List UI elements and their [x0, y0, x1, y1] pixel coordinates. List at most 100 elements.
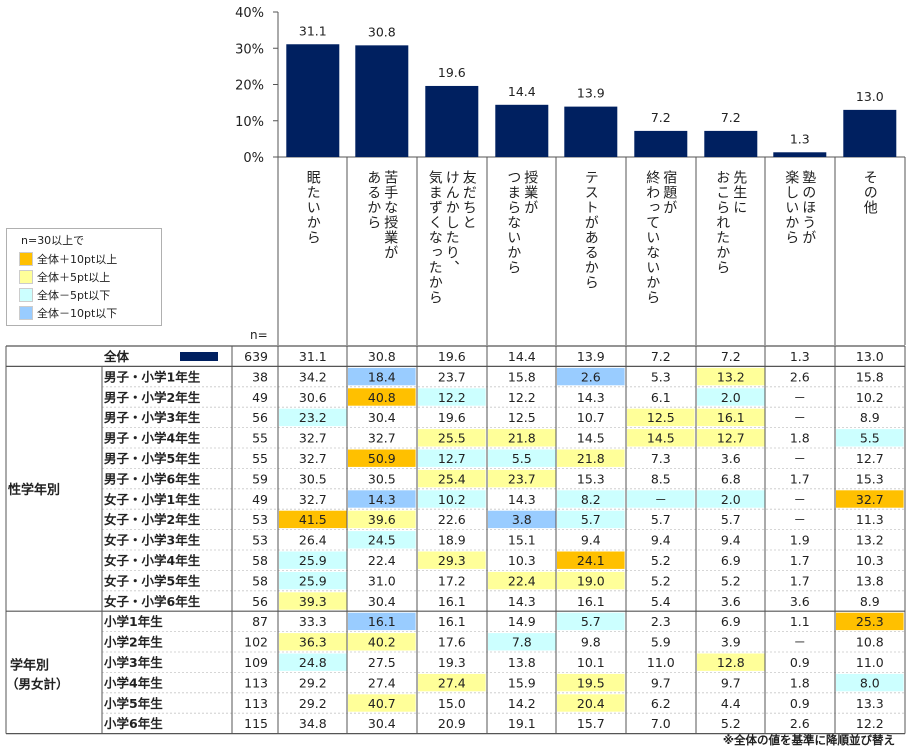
category-label: 終わっていないから	[644, 170, 660, 305]
cell-value: 5.7	[721, 512, 741, 527]
cell-value: 32.7	[299, 451, 327, 466]
cell-highlight	[836, 429, 904, 447]
bar-value-label: 14.4	[508, 84, 536, 99]
cell-highlight	[627, 408, 695, 427]
cell-value: 13.8	[856, 573, 884, 588]
cell-highlight	[627, 429, 695, 447]
cell-value: 16.1	[438, 614, 466, 629]
cell-highlight	[279, 633, 347, 651]
cell-value: 30.4	[368, 716, 396, 731]
cell-highlight	[488, 510, 556, 529]
n-header: n=	[250, 328, 268, 342]
cell-value: 2.0	[721, 390, 741, 405]
row-label: 小学1年生	[103, 614, 163, 629]
cell-value: 6.8	[721, 471, 741, 486]
cell-value: 3.6	[721, 451, 741, 466]
row-label: 女子・小学5年生	[104, 573, 201, 588]
cell-highlight	[697, 367, 765, 386]
cell-highlight	[627, 490, 695, 508]
category-label: テストがあるから	[583, 170, 599, 290]
bar	[495, 104, 549, 157]
cell-value: 7.0	[651, 716, 671, 731]
row-label: 男子・小学4年生	[104, 431, 201, 446]
row-label: 小学5年生	[103, 696, 163, 711]
cell-value: 11.3	[856, 512, 884, 527]
category-label: 気まずくなったから	[427, 170, 443, 305]
category-label: あるから	[365, 170, 381, 230]
legend-label-hi5: 全体＋5pt以上	[37, 271, 111, 284]
cell-value: 14.3	[368, 492, 396, 507]
cell-value: 14.3	[577, 390, 605, 405]
group-label: 学年別	[10, 657, 49, 673]
cell-value: －	[794, 390, 807, 405]
cell-value: 22.4	[508, 573, 536, 588]
footnote: ※全体の値を基準に降順並び替え	[722, 733, 895, 747]
cell-value: 36.3	[299, 635, 327, 650]
cell-value: 3.9	[721, 635, 741, 650]
cell-value: 12.7	[717, 431, 745, 446]
bar-value-label: 13.9	[577, 86, 605, 101]
cell-value: 16.1	[438, 594, 466, 609]
cell-value: 30.4	[368, 594, 396, 609]
cell-value: 5.9	[651, 635, 671, 650]
cell-highlight	[348, 694, 416, 712]
cell-value: 15.8	[508, 369, 536, 384]
n-value: 113	[244, 675, 268, 690]
cell-value: 10.8	[856, 635, 884, 650]
cell-highlight	[279, 653, 347, 671]
cell-value: 50.9	[368, 451, 396, 466]
cell-value: 29.2	[299, 696, 327, 711]
cell-value: 5.5	[512, 451, 532, 466]
cell-value: 12.7	[438, 451, 466, 466]
cell-highlight	[418, 449, 486, 467]
legend-title: n=30以上で	[21, 234, 85, 247]
cell-value: 19.0	[577, 573, 605, 588]
cell-value: 15.1	[508, 533, 536, 548]
cell-value: 10.2	[438, 492, 466, 507]
cell-value: 14.9	[508, 614, 536, 629]
n-value: 38	[252, 369, 268, 384]
cell-value: 30.5	[368, 471, 396, 486]
legend-item-hi5: 全体＋5pt以上	[19, 269, 110, 285]
bar	[634, 130, 688, 157]
cell-value: 34.8	[299, 716, 327, 731]
cell-value: 14.5	[577, 431, 605, 446]
cell-value: 4.4	[721, 696, 741, 711]
cell-value: 6.2	[651, 696, 671, 711]
cell-value: 19.1	[508, 716, 536, 731]
cell-value: 18.4	[368, 369, 396, 384]
cell-value: 17.2	[438, 573, 466, 588]
cell-highlight	[488, 571, 556, 590]
cell-value: 30.5	[299, 471, 327, 486]
n-value: 58	[252, 553, 268, 568]
cell-value: 5.4	[651, 594, 671, 609]
cell-value: 25.9	[299, 573, 327, 588]
cell-value: 3.6	[790, 594, 810, 609]
cell-value: 9.4	[651, 533, 671, 548]
bar-value-label: 30.8	[368, 24, 396, 39]
legend-label-lo10: 全体－10pt以下	[37, 307, 118, 320]
row-label: 全体	[103, 349, 130, 364]
cell-highlight	[418, 429, 486, 447]
category-label: 苦手な授業が	[382, 170, 398, 260]
cell-value: －	[794, 512, 807, 527]
cell-value: 11.0	[856, 655, 884, 670]
n-value: 55	[252, 431, 268, 446]
n-value: 49	[252, 492, 268, 507]
cell-value: 10.7	[577, 410, 605, 425]
cell-value: 25.9	[299, 553, 327, 568]
cell-highlight	[557, 551, 625, 569]
legend-swatch-lo10	[19, 306, 33, 320]
cell-value: 40.2	[368, 635, 396, 650]
legend-item-lo5: 全体－5pt以下	[19, 287, 110, 303]
n-value: 56	[252, 594, 268, 609]
cell-highlight	[348, 510, 416, 529]
cell-value: －	[794, 451, 807, 466]
cell-value: 9.7	[651, 675, 671, 690]
cell-highlight	[557, 571, 625, 590]
cell-highlight	[488, 449, 556, 467]
cell-value: 1.8	[790, 431, 810, 446]
cell-value: 19.5	[577, 675, 605, 690]
cell-value: 8.0	[860, 675, 880, 690]
cell-value: 23.7	[438, 369, 466, 384]
